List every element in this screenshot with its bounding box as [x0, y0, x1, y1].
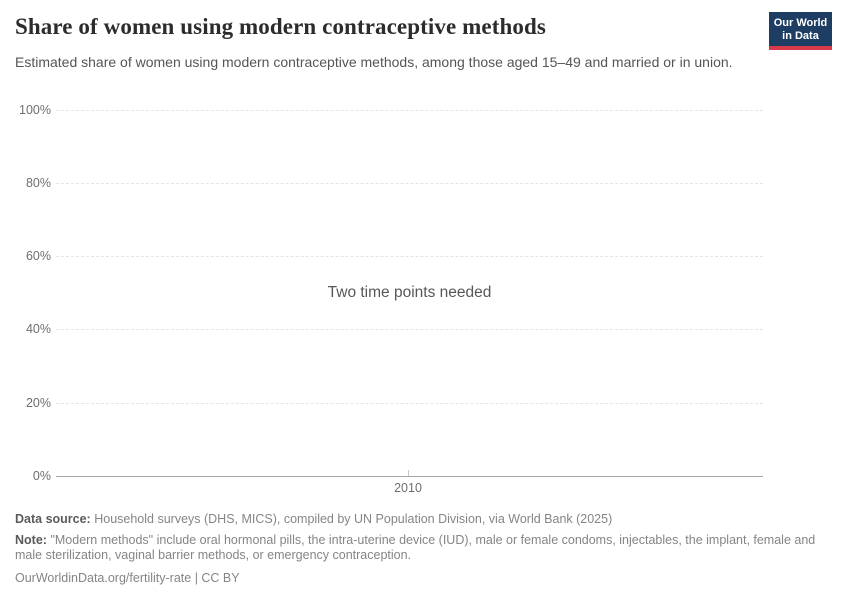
- y-tick-row: 60%: [10, 248, 763, 264]
- y-tick-row: 100%: [10, 102, 763, 118]
- x-axis-tick: [408, 470, 409, 476]
- empty-state-message: Two time points needed: [327, 284, 492, 301]
- data-source-label: Data source:: [15, 512, 91, 526]
- y-axis-label: 0%: [32, 469, 51, 483]
- x-axis-row: 0%: [10, 468, 763, 484]
- y-axis-label: 20%: [25, 396, 51, 410]
- data-source-line: Data source: Household surveys (DHS, MIC…: [15, 512, 837, 528]
- y-axis-label: 100%: [19, 103, 51, 117]
- gridline: [56, 255, 763, 257]
- note-label: Note:: [15, 532, 47, 547]
- gridline: [56, 182, 763, 184]
- gridline: [56, 402, 763, 404]
- plot-area: 100% 80% 60% 40% 20% 0% Two time points …: [10, 102, 763, 495]
- owid-logo[interactable]: Our World in Data: [769, 12, 832, 50]
- y-axis-label: 60%: [25, 249, 51, 263]
- y-axis-label: 40%: [25, 322, 51, 336]
- chart-footer: Data source: Household surveys (DHS, MIC…: [15, 512, 837, 586]
- x-axis-line: [56, 475, 763, 477]
- note-line: Note: "Modern methods" include oral horm…: [15, 533, 837, 564]
- y-axis-label: 80%: [25, 176, 51, 190]
- chart-subtitle: Estimated share of women using modern co…: [15, 54, 733, 70]
- owid-logo-line2: in Data: [782, 29, 819, 42]
- gridline: [56, 109, 763, 111]
- citation-link[interactable]: OurWorldinData.org/fertility-rate | CC B…: [15, 570, 240, 585]
- x-axis-label: 2010: [394, 481, 422, 495]
- y-tick-row: 40%: [10, 321, 763, 337]
- note-text: "Modern methods" include oral hormonal p…: [15, 532, 816, 563]
- gridline: [56, 328, 763, 330]
- data-source-text: Household surveys (DHS, MICS), compiled …: [94, 512, 613, 526]
- owid-logo-line1: Our World: [773, 17, 828, 29]
- y-tick-row: 80%: [10, 175, 763, 191]
- y-tick-row: 20%: [10, 395, 763, 411]
- page-title: Share of women using modern contraceptiv…: [15, 14, 546, 39]
